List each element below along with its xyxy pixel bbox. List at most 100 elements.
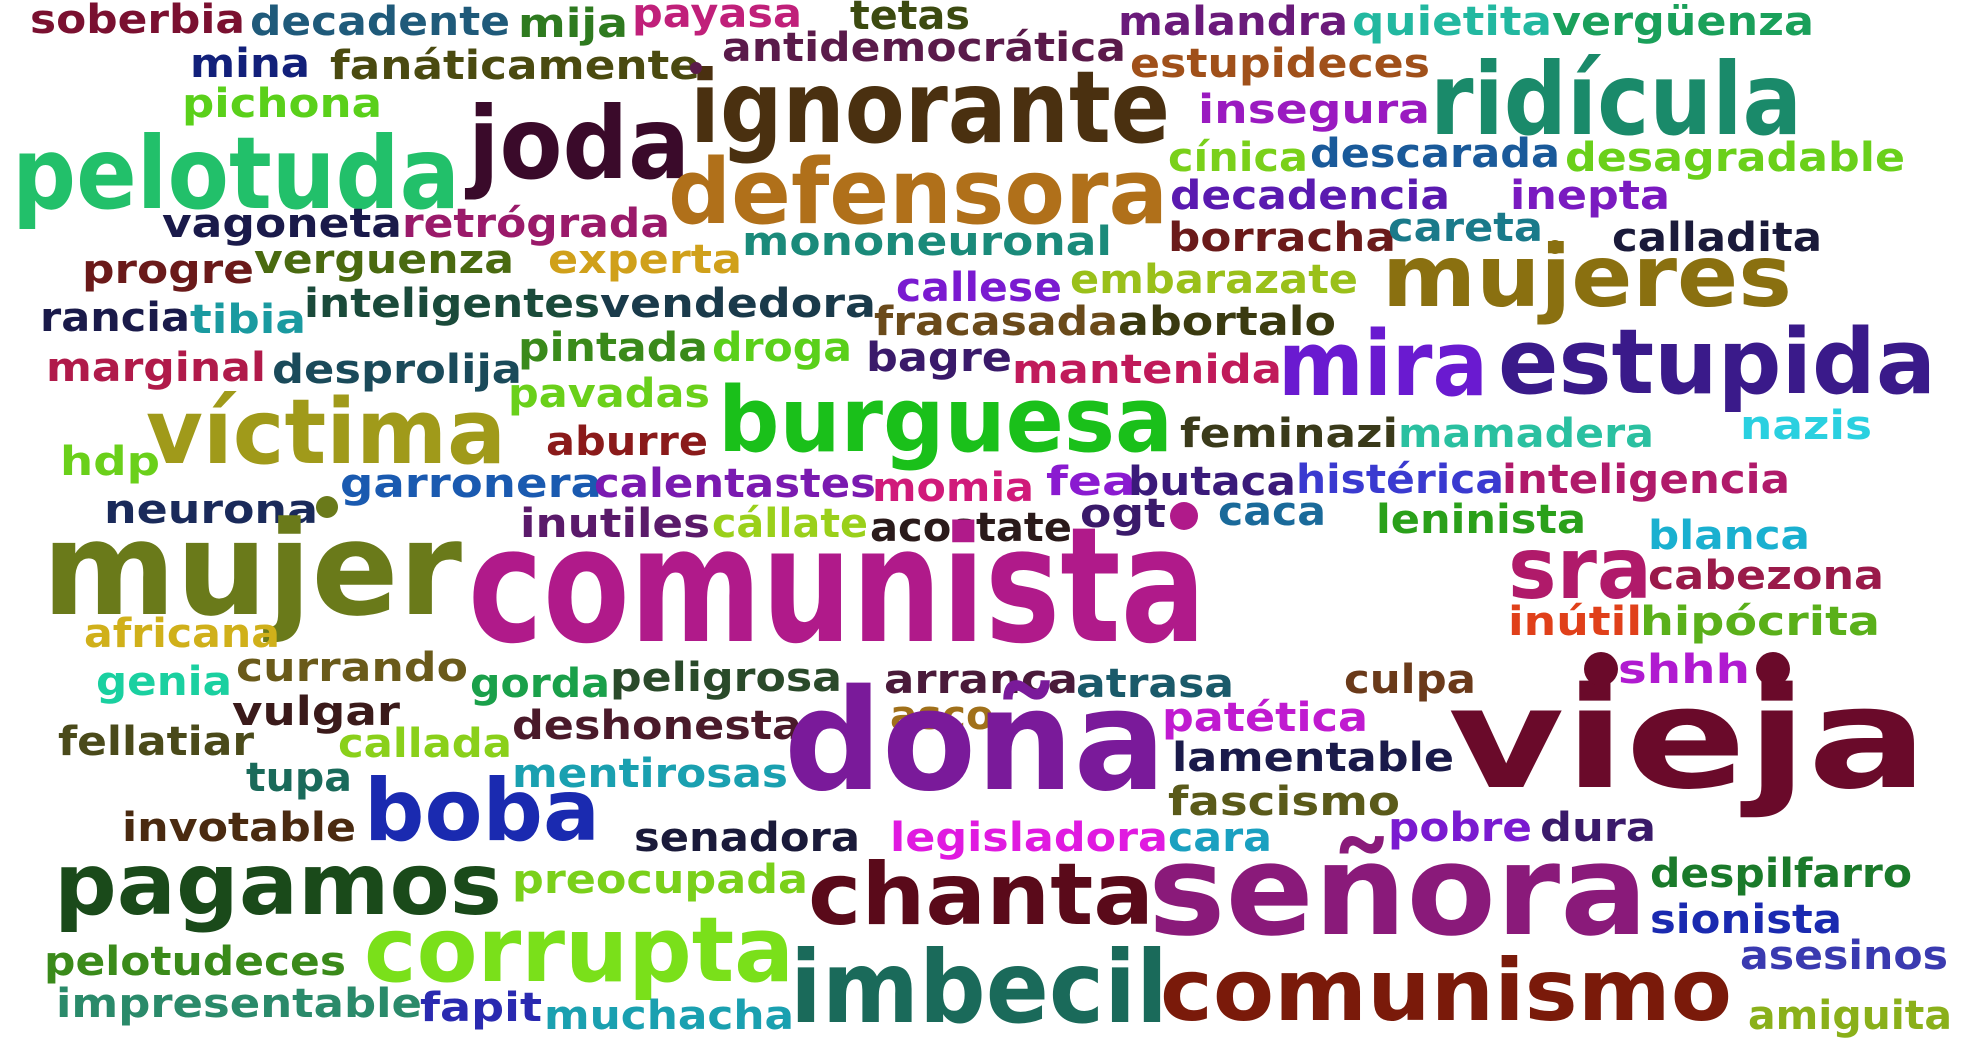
word-rancia: rancia xyxy=(40,295,190,341)
word-vagoneta: vagoneta xyxy=(162,201,402,247)
word-lamentable: lamentable xyxy=(1172,735,1454,781)
word-malandra: malandra xyxy=(1118,0,1348,45)
word-cara: cara xyxy=(1168,815,1272,861)
word-victima: víctima xyxy=(146,380,506,485)
word-senora: señora xyxy=(1148,817,1648,964)
word-vieja: vieja xyxy=(1448,658,1928,821)
word-hipocrita: hipócrita xyxy=(1640,599,1880,645)
word-despilfarro: despilfarro xyxy=(1650,851,1912,897)
word-fapit: fapit xyxy=(420,985,542,1031)
word-asco: asco xyxy=(890,693,994,739)
word-progre: progre xyxy=(82,247,254,293)
word-fea: fea xyxy=(1046,459,1136,505)
word-amiguita: amiguita xyxy=(1748,993,1952,1039)
word-neurona: neurona xyxy=(104,487,318,533)
word-retrograda: retrógrada xyxy=(402,201,670,247)
word-payasa: payasa xyxy=(632,0,802,37)
word-nazis: nazis xyxy=(1740,403,1872,449)
word-embarazate: embarazate xyxy=(1070,257,1358,303)
word-pelotuda: pelotuda xyxy=(12,115,460,232)
word-atrasa: atrasa xyxy=(1076,661,1234,707)
word-mamadera: mamadera xyxy=(1398,411,1654,457)
word-impresentable: impresentable xyxy=(56,981,422,1027)
word-calentastes: calentastes xyxy=(594,461,876,507)
word-preocupada: preocupada xyxy=(512,857,808,903)
word-histerica: histérica xyxy=(1296,457,1504,503)
word-estupida: estupida xyxy=(1498,310,1936,415)
word-mija: mija xyxy=(518,1,628,47)
word-decadencia: decadencia xyxy=(1170,173,1450,219)
word-borracha: borracha xyxy=(1168,215,1396,261)
word-corrupta: corrupta xyxy=(364,898,794,1003)
word-cinica: cínica xyxy=(1168,135,1308,181)
word-inutil: inútil xyxy=(1508,599,1642,645)
word-feminazi: feminazi xyxy=(1180,411,1398,457)
word-pagamos: pagamos xyxy=(54,835,502,935)
word-careta: careta xyxy=(1388,205,1543,251)
word-mentirosas: mentirosas xyxy=(512,751,788,797)
dot-mark xyxy=(1584,652,1618,686)
word-sra: sra xyxy=(1508,519,1652,619)
word-comunismo: comunismo xyxy=(1160,941,1732,1041)
word-ridicula: ridícula xyxy=(1430,41,1802,158)
dot-mark xyxy=(690,62,702,74)
word-asesinos: asesinos xyxy=(1740,933,1948,979)
word-soberbia: soberbia xyxy=(30,0,246,43)
word-defensora: defensora xyxy=(668,140,1168,245)
word-deshonesta: deshonesta xyxy=(512,703,802,749)
word-quietita: quietita xyxy=(1352,0,1552,45)
word-aburre: aburre xyxy=(546,419,708,465)
word-chanta: chanta xyxy=(808,845,1154,945)
word-leninista: leninista xyxy=(1376,497,1586,543)
dot-mark xyxy=(1170,502,1198,530)
word-verguenza: verguenza xyxy=(254,237,514,283)
word-blanca: blanca xyxy=(1648,513,1810,559)
word-fanaticamente: fanáticamente xyxy=(330,43,700,89)
word-fascismo: fascismo xyxy=(1168,779,1400,825)
word-comunista: comunista xyxy=(468,492,1206,679)
word-callese: callese xyxy=(896,265,1062,311)
word-imbecil: imbecil xyxy=(790,929,1168,1046)
word-arranca: arranca xyxy=(884,657,1078,703)
word-inutiles: inutiles xyxy=(520,501,710,547)
word-tibia: tibia xyxy=(190,297,306,343)
word-verguenza: vergüenza xyxy=(1552,0,1814,45)
word-dona: doña xyxy=(784,660,1166,823)
word-garronera: garronera xyxy=(340,461,602,507)
word-pelotudeces: pelotudeces xyxy=(44,939,346,985)
word-calladita: calladita xyxy=(1612,215,1822,261)
word-desprolija: desprolija xyxy=(272,347,522,393)
word-inteligentes: inteligentes xyxy=(304,281,600,327)
word-burguesa: burguesa xyxy=(718,368,1173,473)
word-mantenida: mantenida xyxy=(1012,347,1282,393)
dot-mark xyxy=(316,496,338,518)
word-genia: genia xyxy=(96,659,232,705)
word-currando: currando xyxy=(236,645,468,691)
word-decadente: decadente xyxy=(250,0,510,45)
word-momia: momia xyxy=(872,465,1034,511)
word-ignorante: ignorante xyxy=(690,49,1170,166)
word-culpa: culpa xyxy=(1344,657,1476,703)
word-antidemocratica: antidemocrática xyxy=(722,25,1126,71)
word-fracasada: fracasada xyxy=(874,299,1118,345)
word-mononeuronal: mononeuronal xyxy=(742,219,1112,265)
word-africana: africana xyxy=(84,611,280,657)
word-dura: dura xyxy=(1540,805,1656,851)
word-sionista: sionista xyxy=(1650,897,1842,943)
word-pavadas: pavadas xyxy=(508,371,710,417)
word-acostate: acostate xyxy=(870,505,1072,551)
word-droga: droga xyxy=(712,325,852,371)
word-boba: boba xyxy=(364,761,600,861)
word-abortalo: abortalo xyxy=(1118,299,1336,345)
word-pintada: pintada xyxy=(518,325,708,371)
word-estupideces: estupideces xyxy=(1130,41,1430,87)
word-invotable: invotable xyxy=(122,805,356,851)
word-mina: mina xyxy=(190,41,310,87)
word-experta: experta xyxy=(548,237,742,283)
word-legisladora: legisladora xyxy=(890,815,1168,861)
word-pobre: pobre xyxy=(1388,805,1532,851)
word-muchacha: muchacha xyxy=(544,993,794,1039)
word-cabezona: cabezona xyxy=(1648,553,1884,599)
word-inteligencia: inteligencia xyxy=(1502,457,1790,503)
